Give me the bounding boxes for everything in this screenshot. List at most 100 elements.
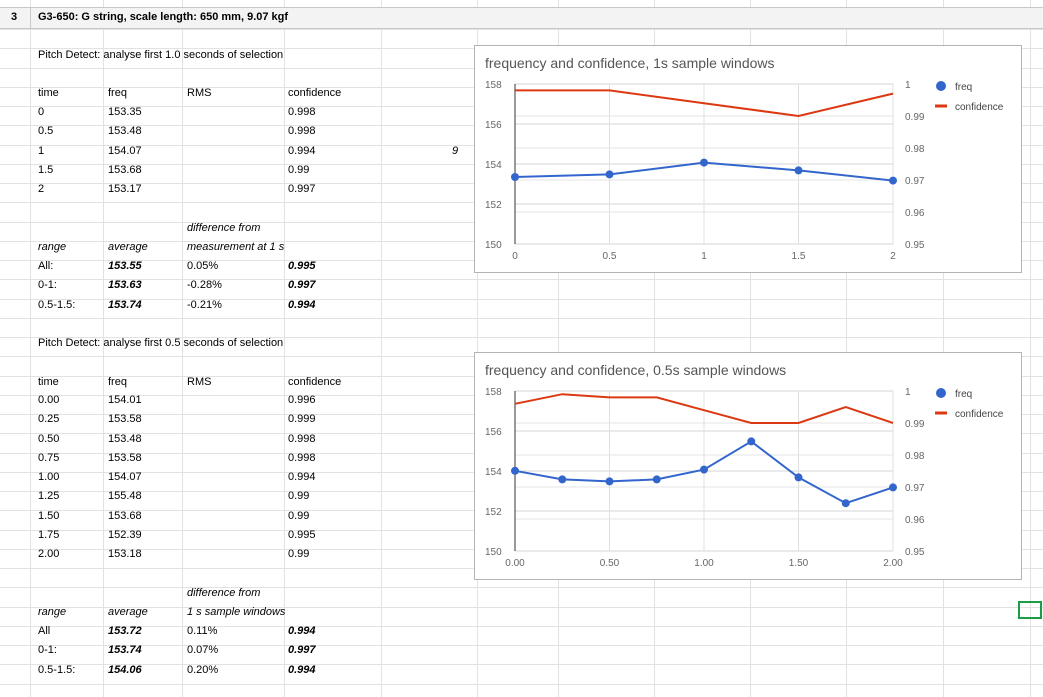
table-cell-freq[interactable]: 154.01: [108, 394, 142, 406]
s1-summary-col-average[interactable]: average: [108, 241, 148, 253]
table-cell-confidence[interactable]: 0.99: [288, 509, 310, 522]
table-cell-confidence[interactable]: 0.997: [288, 183, 316, 195]
summary-cell-range[interactable]: 0-1:: [38, 644, 57, 657]
table-cell-freq[interactable]: 153.58: [108, 451, 142, 464]
table-cell-time[interactable]: 0.25: [38, 413, 60, 426]
table-cell-freq[interactable]: 153.68: [108, 509, 142, 522]
table-cell-freq[interactable]: 153.68: [108, 163, 142, 176]
data-point-freq: [558, 475, 567, 484]
section2-heading[interactable]: Pitch Detect: analyse first 0.5 seconds …: [38, 337, 284, 349]
summary-cell-average[interactable]: 153.55: [108, 260, 142, 272]
s1-summary-col-range[interactable]: range: [38, 241, 67, 253]
table-cell-time[interactable]: 0.00: [38, 394, 60, 406]
table-cell-time[interactable]: 0.75: [38, 451, 60, 464]
right-axis-tick-label: 1: [905, 80, 911, 91]
table-cell-confidence[interactable]: 0.99: [288, 163, 310, 176]
row-gridline: [0, 279, 1043, 280]
summary-cell-confidence[interactable]: 0.994: [288, 625, 316, 637]
table-cell-time[interactable]: 2: [38, 183, 45, 195]
summary-cell-confidence[interactable]: 0.994: [288, 663, 316, 676]
s1-stray-cell[interactable]: 9: [452, 145, 459, 157]
legend-label-confidence: confidence: [955, 409, 1004, 420]
table-cell-confidence[interactable]: 0.998: [288, 125, 316, 138]
table-cell-confidence[interactable]: 0.998: [288, 451, 316, 464]
summary-cell-confidence[interactable]: 0.994: [288, 298, 316, 311]
x-axis-tick-label: 2.00: [883, 558, 903, 569]
s1-diff-label-2[interactable]: measurement at 1 s: [187, 241, 285, 253]
table-cell-freq[interactable]: 153.58: [108, 413, 142, 426]
table-cell-freq[interactable]: 154.07: [108, 144, 142, 157]
s1-col-rms[interactable]: RMS: [187, 87, 212, 99]
chart-0-5s-windows[interactable]: frequency and confidence, 0.5s sample wi…: [474, 352, 1022, 580]
summary-cell-confidence[interactable]: 0.997: [288, 644, 316, 657]
summary-cell-average[interactable]: 153.63: [108, 279, 142, 292]
summary-cell-range[interactable]: All:: [38, 260, 54, 272]
table-cell-time[interactable]: 1.00: [38, 471, 60, 483]
s2-diff-label-1[interactable]: difference from: [187, 587, 261, 599]
section1-heading[interactable]: Pitch Detect: analyse first 1.0 seconds …: [38, 49, 284, 61]
s1-col-time[interactable]: time: [38, 87, 59, 99]
summary-cell-range[interactable]: 0-1:: [38, 279, 57, 292]
row-gridline: [0, 684, 1043, 685]
table-cell-confidence[interactable]: 0.998: [288, 432, 316, 445]
s2-col-rms[interactable]: RMS: [187, 376, 212, 388]
table-cell-confidence[interactable]: 0.995: [288, 528, 316, 541]
table-cell-freq[interactable]: 153.48: [108, 125, 142, 138]
table-cell-time[interactable]: 1.5: [38, 163, 54, 176]
summary-cell-average[interactable]: 153.74: [108, 644, 142, 657]
summary-cell-average[interactable]: 153.74: [108, 298, 142, 311]
table-cell-confidence[interactable]: 0.999: [288, 413, 316, 426]
summary-cell-confidence[interactable]: 0.995: [288, 260, 316, 272]
table-cell-freq[interactable]: 154.07: [108, 471, 142, 483]
table-cell-freq[interactable]: 153.17: [108, 183, 142, 195]
table-cell-time[interactable]: 1.50: [38, 509, 60, 522]
summary-cell-average[interactable]: 154.06: [108, 663, 142, 676]
table-cell-confidence[interactable]: 0.99: [288, 548, 310, 560]
s2-col-freq[interactable]: freq: [108, 376, 127, 388]
summary-cell-difference[interactable]: -0.21%: [187, 298, 222, 311]
summary-cell-difference[interactable]: 0.07%: [187, 644, 219, 657]
sheet-title-cell[interactable]: G3-650: G string, scale length: 650 mm, …: [38, 11, 289, 23]
data-point-freq: [794, 473, 803, 482]
row-gridline: [0, 626, 1043, 627]
chart-1s-windows[interactable]: frequency and confidence, 1s sample wind…: [474, 45, 1022, 273]
selected-cell[interactable]: [1018, 601, 1042, 619]
summary-cell-difference[interactable]: 0.05%: [187, 260, 219, 272]
table-cell-time[interactable]: 0.50: [38, 432, 60, 445]
table-cell-confidence[interactable]: 0.994: [288, 144, 316, 157]
s1-col-confidence[interactable]: confidence: [288, 87, 342, 99]
summary-cell-difference[interactable]: -0.28%: [187, 279, 222, 292]
table-cell-freq[interactable]: 155.48: [108, 490, 142, 503]
table-cell-time[interactable]: 0.5: [38, 125, 54, 138]
summary-cell-range[interactable]: 0.5-1.5:: [38, 663, 76, 676]
s2-col-confidence[interactable]: confidence: [288, 376, 342, 388]
table-cell-freq[interactable]: 152.39: [108, 528, 142, 541]
table-cell-time[interactable]: 1: [38, 144, 45, 157]
table-cell-time[interactable]: 0: [38, 106, 45, 118]
table-cell-confidence[interactable]: 0.996: [288, 394, 316, 406]
s2-summary-col-average[interactable]: average: [108, 606, 148, 618]
summary-cell-difference[interactable]: 0.11%: [187, 625, 218, 637]
s1-diff-label-1[interactable]: difference from: [187, 222, 261, 234]
data-point-freq: [794, 166, 803, 175]
table-cell-time[interactable]: 1.25: [38, 490, 60, 503]
table-cell-confidence[interactable]: 0.994: [288, 471, 316, 483]
summary-cell-difference[interactable]: 0.20%: [187, 663, 219, 676]
s2-summary-col-range[interactable]: range: [38, 606, 67, 618]
table-cell-time[interactable]: 2.00: [38, 548, 60, 560]
table-cell-freq[interactable]: 153.18: [108, 548, 142, 560]
summary-cell-average[interactable]: 153.72: [108, 625, 142, 637]
table-cell-confidence[interactable]: 0.99: [288, 490, 310, 503]
summary-cell-range[interactable]: All: [38, 625, 51, 637]
header-row: [0, 7, 1043, 29]
summary-cell-confidence[interactable]: 0.997: [288, 279, 316, 292]
table-cell-confidence[interactable]: 0.998: [288, 106, 316, 118]
table-cell-freq[interactable]: 153.48: [108, 432, 142, 445]
s2-diff-label-2[interactable]: 1 s sample windows: [187, 606, 286, 618]
summary-cell-range[interactable]: 0.5-1.5:: [38, 298, 76, 311]
row-gridline: [0, 645, 1043, 646]
s1-col-freq[interactable]: freq: [108, 87, 127, 99]
table-cell-time[interactable]: 1.75: [38, 528, 60, 541]
table-cell-freq[interactable]: 153.35: [108, 106, 142, 118]
s2-col-time[interactable]: time: [38, 376, 59, 388]
